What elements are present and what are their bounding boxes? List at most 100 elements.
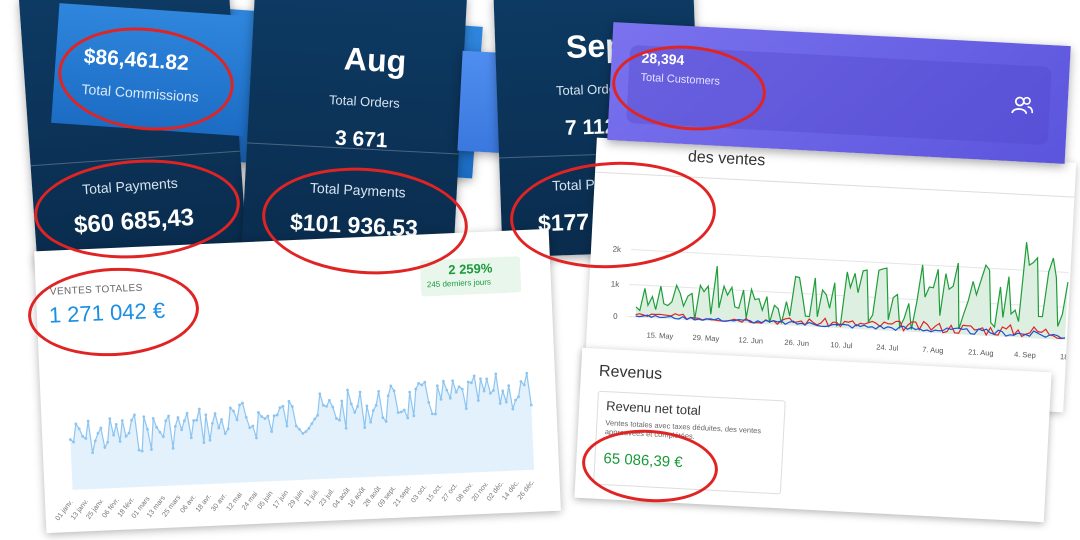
ventes-point xyxy=(173,424,177,428)
ventes-badge-label: 245 derniers jours xyxy=(426,277,492,290)
ventes-point xyxy=(327,398,331,402)
ventes-point xyxy=(210,421,214,425)
x-tick: 15. May xyxy=(646,330,673,340)
ventes-date-tick: 11 juil. xyxy=(303,488,321,508)
ventes-point xyxy=(525,371,529,375)
ventes-point xyxy=(130,418,133,422)
ventes-point xyxy=(408,390,412,394)
ventes-point xyxy=(208,438,212,442)
revenus-subtitle: Revenu net total xyxy=(605,398,702,419)
ventes-point xyxy=(435,384,439,388)
ventes-point xyxy=(412,414,416,418)
ventes-date-tick: 05 juin xyxy=(257,490,275,511)
ventes-point xyxy=(278,406,282,410)
des-ventes-area xyxy=(635,242,1068,340)
ventes-point xyxy=(331,405,335,409)
ventes-point xyxy=(448,396,452,400)
ventes-point xyxy=(164,419,168,423)
revenus-description: Ventes totales avec taxes déduites, des … xyxy=(604,418,762,441)
ventes-point xyxy=(217,426,221,430)
ventes-point xyxy=(529,403,533,407)
ventes-date-tick: 17 juin xyxy=(272,489,290,510)
ventes-card: VENTES TOTALES 1 271 042 € 2 259% 245 de… xyxy=(34,228,561,534)
ventes-point xyxy=(381,416,385,420)
revenus-card: Revenus Revenu net total Ventes totales … xyxy=(574,347,1052,523)
ventes-point xyxy=(93,439,97,443)
ventes-point xyxy=(307,427,311,430)
ventes-point xyxy=(74,422,78,426)
ventes-point xyxy=(399,410,403,414)
customers-inner xyxy=(626,45,1052,145)
ventes-point xyxy=(356,404,359,408)
ventes-point xyxy=(99,426,103,430)
ventes-point xyxy=(182,419,186,423)
revenus-inner: Revenu net total Ventes totales avec tax… xyxy=(593,390,786,495)
ventes-point xyxy=(228,406,232,410)
ventes-point xyxy=(489,391,492,395)
ventes-point xyxy=(137,448,141,452)
ventes-point xyxy=(304,430,308,433)
aug-month: Aug xyxy=(343,40,408,80)
ventes-point xyxy=(108,417,112,421)
ventes-point xyxy=(77,427,81,431)
ventes-point xyxy=(150,448,153,451)
ventes-badge: 2 259% 245 derniers jours xyxy=(419,256,522,297)
ventes-point xyxy=(96,431,100,435)
ventes-point xyxy=(171,446,175,450)
commissions-value: $86,461.82 xyxy=(83,44,190,76)
ventes-point xyxy=(469,381,473,385)
ventes-point xyxy=(91,451,95,455)
ventes-point xyxy=(396,411,400,414)
ventes-point xyxy=(197,407,201,411)
ventes-value: 1 271 042 € xyxy=(48,297,166,328)
ventes-point xyxy=(257,411,260,414)
ventes-date-tick: 18 avr. xyxy=(195,493,213,514)
ventes-point xyxy=(504,400,508,404)
des-ventes-title: des ventes xyxy=(687,148,766,170)
ventes-point xyxy=(142,415,146,419)
ventes-point xyxy=(316,413,320,417)
ventes-point xyxy=(402,408,406,412)
ventes-point xyxy=(434,412,437,416)
ventes-point xyxy=(112,433,115,437)
users-icon xyxy=(1011,96,1034,115)
ventes-label: VENTES TOTALES xyxy=(49,282,143,298)
grid-line xyxy=(631,249,1069,273)
ventes-point xyxy=(358,390,362,394)
x-tick: 26. Jun xyxy=(784,338,809,348)
ventes-line xyxy=(69,373,532,453)
ventes-point xyxy=(294,424,298,428)
x-tick: 4. Sep xyxy=(1014,350,1036,360)
ventes-point xyxy=(485,377,489,381)
ventes-point xyxy=(414,387,418,391)
ventes-point xyxy=(120,419,124,422)
x-tick: 29. May xyxy=(692,333,719,343)
ventes-point xyxy=(140,449,144,453)
ventes-point xyxy=(479,377,482,381)
ventes-point xyxy=(344,426,348,430)
ventes-point xyxy=(318,392,322,396)
ventes-point xyxy=(498,402,502,405)
ventes-point xyxy=(180,428,184,432)
ventes-point xyxy=(195,418,199,422)
aug-orders-value: 3 671 xyxy=(334,126,389,153)
ventes-point xyxy=(272,414,276,418)
ventes-date-tick: 24 mai xyxy=(241,490,260,511)
ventes-date-tick: 15 oct. xyxy=(426,483,444,504)
ventes-point xyxy=(220,418,223,421)
ventes-point xyxy=(406,416,410,420)
customers-card: 28,394 Total Customers xyxy=(607,22,1071,164)
ventes-point xyxy=(423,380,427,384)
ventes-point xyxy=(420,383,424,387)
ventes-point xyxy=(192,419,196,422)
ventes-point xyxy=(266,414,270,418)
ventes-point xyxy=(161,435,165,439)
ventes-point xyxy=(334,417,338,420)
ventes-point xyxy=(349,402,353,406)
x-tick: 18. Se xyxy=(1060,352,1075,362)
ventes-point xyxy=(511,407,515,411)
ventes-point xyxy=(427,400,431,404)
ventes-point xyxy=(441,379,445,383)
ventes-point xyxy=(213,412,217,416)
ventes-point xyxy=(287,399,291,403)
